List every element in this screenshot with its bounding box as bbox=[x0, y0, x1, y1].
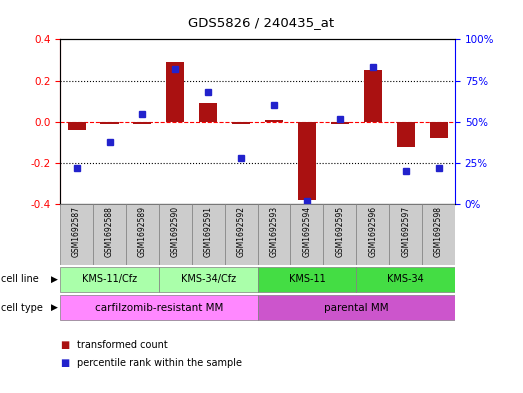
Text: GSM1692597: GSM1692597 bbox=[401, 206, 410, 257]
Text: KMS-11/Cfz: KMS-11/Cfz bbox=[82, 274, 137, 285]
Bar bbox=[429, 122, 448, 138]
Text: GSM1692595: GSM1692595 bbox=[335, 206, 344, 257]
Text: GSM1692588: GSM1692588 bbox=[105, 206, 114, 257]
Text: GSM1692591: GSM1692591 bbox=[204, 206, 213, 257]
Bar bbox=[100, 122, 119, 124]
Text: ▶: ▶ bbox=[51, 275, 58, 284]
Text: GSM1692596: GSM1692596 bbox=[368, 206, 377, 257]
Bar bbox=[356, 267, 455, 292]
Bar bbox=[323, 204, 356, 265]
Bar bbox=[159, 267, 257, 292]
Bar bbox=[290, 204, 323, 265]
Text: GSM1692598: GSM1692598 bbox=[434, 206, 443, 257]
Text: ■: ■ bbox=[60, 340, 70, 351]
Bar bbox=[166, 62, 185, 122]
Bar bbox=[389, 204, 422, 265]
Bar bbox=[60, 267, 159, 292]
Bar bbox=[126, 204, 159, 265]
Text: GSM1692594: GSM1692594 bbox=[302, 206, 311, 257]
Bar bbox=[257, 204, 290, 265]
Text: carfilzomib-resistant MM: carfilzomib-resistant MM bbox=[95, 303, 223, 313]
Bar bbox=[225, 204, 257, 265]
Text: cell line: cell line bbox=[1, 274, 39, 285]
Text: parental MM: parental MM bbox=[324, 303, 389, 313]
Text: KMS-34: KMS-34 bbox=[387, 274, 424, 285]
Bar bbox=[67, 122, 86, 130]
Bar bbox=[396, 122, 415, 147]
Bar bbox=[265, 120, 283, 122]
Bar bbox=[60, 204, 93, 265]
Bar bbox=[199, 103, 217, 122]
Bar bbox=[60, 295, 257, 320]
Bar bbox=[232, 122, 250, 124]
Bar bbox=[257, 267, 356, 292]
Text: GDS5826 / 240435_at: GDS5826 / 240435_at bbox=[188, 17, 335, 29]
Text: GSM1692589: GSM1692589 bbox=[138, 206, 147, 257]
Text: GSM1692593: GSM1692593 bbox=[269, 206, 279, 257]
Text: cell type: cell type bbox=[1, 303, 43, 313]
Text: ■: ■ bbox=[60, 358, 70, 368]
Text: GSM1692590: GSM1692590 bbox=[171, 206, 180, 257]
Text: GSM1692587: GSM1692587 bbox=[72, 206, 81, 257]
Bar bbox=[298, 122, 316, 200]
Bar bbox=[363, 70, 382, 122]
Bar bbox=[257, 295, 455, 320]
Text: GSM1692592: GSM1692592 bbox=[236, 206, 246, 257]
Text: transformed count: transformed count bbox=[77, 340, 168, 351]
Text: KMS-34/Cfz: KMS-34/Cfz bbox=[180, 274, 236, 285]
Bar bbox=[192, 204, 225, 265]
Text: ▶: ▶ bbox=[51, 303, 58, 312]
Bar bbox=[159, 204, 192, 265]
Bar bbox=[422, 204, 455, 265]
Bar bbox=[331, 122, 349, 124]
Bar bbox=[93, 204, 126, 265]
Text: percentile rank within the sample: percentile rank within the sample bbox=[77, 358, 242, 368]
Bar bbox=[356, 204, 389, 265]
Bar bbox=[133, 122, 152, 124]
Text: KMS-11: KMS-11 bbox=[289, 274, 325, 285]
